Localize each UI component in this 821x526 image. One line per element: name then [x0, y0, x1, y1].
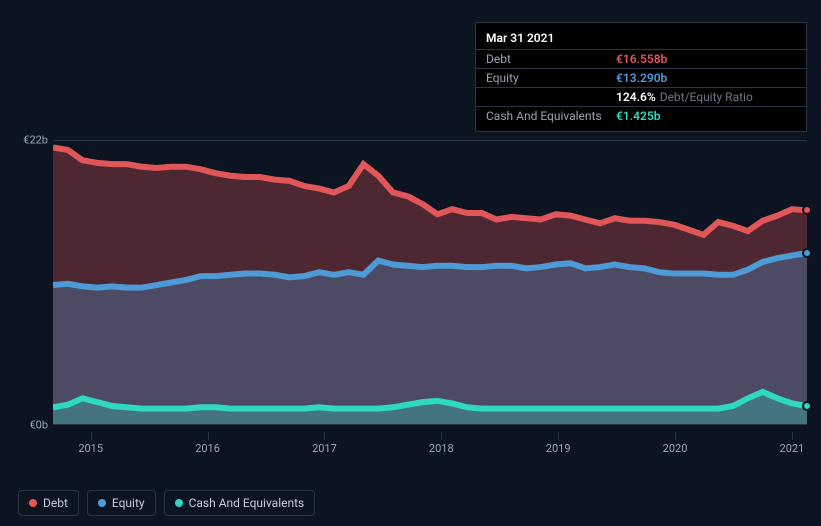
tooltip-value: €16.558b — [616, 52, 667, 66]
x-tick — [324, 432, 325, 440]
tooltip-value: 124.6% — [616, 90, 656, 104]
chart-legend: Debt Equity Cash And Equivalents — [18, 490, 315, 516]
legend-item-debt[interactable]: Debt — [18, 490, 79, 516]
cash-and-equivalents-marker — [802, 401, 812, 411]
tooltip-row: Equity€13.290b — [476, 68, 806, 87]
legend-dot-icon — [175, 499, 183, 507]
chart-svg — [53, 141, 807, 424]
x-axis-label: 2020 — [663, 442, 688, 455]
x-axis-label: 2018 — [429, 442, 454, 455]
tooltip-extra: Debt/Equity Ratio — [660, 90, 753, 104]
chart-tooltip: Mar 31 2021 Debt€16.558bEquity€13.290b12… — [475, 22, 807, 132]
chart-plot-area[interactable] — [53, 140, 807, 425]
tooltip-label: Cash And Equivalents — [486, 109, 616, 123]
x-tick — [558, 432, 559, 440]
tooltip-date: Mar 31 2021 — [476, 29, 806, 49]
legend-label: Cash And Equivalents — [189, 496, 305, 510]
x-tick — [675, 432, 676, 440]
tooltip-row: 124.6% Debt/Equity Ratio — [476, 87, 806, 106]
x-axis: 2015 2016 2017 2018 2019 2020 2021 — [53, 432, 807, 462]
legend-label: Equity — [112, 496, 145, 510]
x-axis-label: 2021 — [780, 442, 805, 455]
x-tick — [91, 432, 92, 440]
legend-dot-icon — [98, 499, 106, 507]
legend-label: Debt — [43, 496, 68, 510]
x-axis-label: 2016 — [195, 442, 220, 455]
chart-container: €22b €0b 2015 2016 2017 2018 2019 2020 2021 — [18, 120, 807, 470]
y-axis-max-label: €22b — [23, 134, 48, 147]
tooltip-label: Equity — [486, 71, 616, 85]
tooltip-row: Debt€16.558b — [476, 49, 806, 68]
tooltip-value: €1.425b — [616, 109, 660, 123]
tooltip-value: €13.290b — [616, 71, 667, 85]
legend-dot-icon — [29, 499, 37, 507]
y-axis-min-label: €0b — [29, 419, 48, 432]
debt-marker — [802, 205, 812, 215]
legend-item-cash-and-equivalents[interactable]: Cash And Equivalents — [164, 490, 316, 516]
tooltip-row: Cash And Equivalents€1.425b — [476, 106, 806, 125]
x-axis-label: 2015 — [78, 442, 103, 455]
x-tick — [441, 432, 442, 440]
x-axis-label: 2017 — [312, 442, 337, 455]
tooltip-label: Debt — [486, 52, 616, 66]
equity-marker — [802, 248, 812, 258]
x-tick — [208, 432, 209, 440]
x-tick — [792, 432, 793, 440]
x-axis-label: 2019 — [546, 442, 571, 455]
legend-item-equity[interactable]: Equity — [87, 490, 156, 516]
